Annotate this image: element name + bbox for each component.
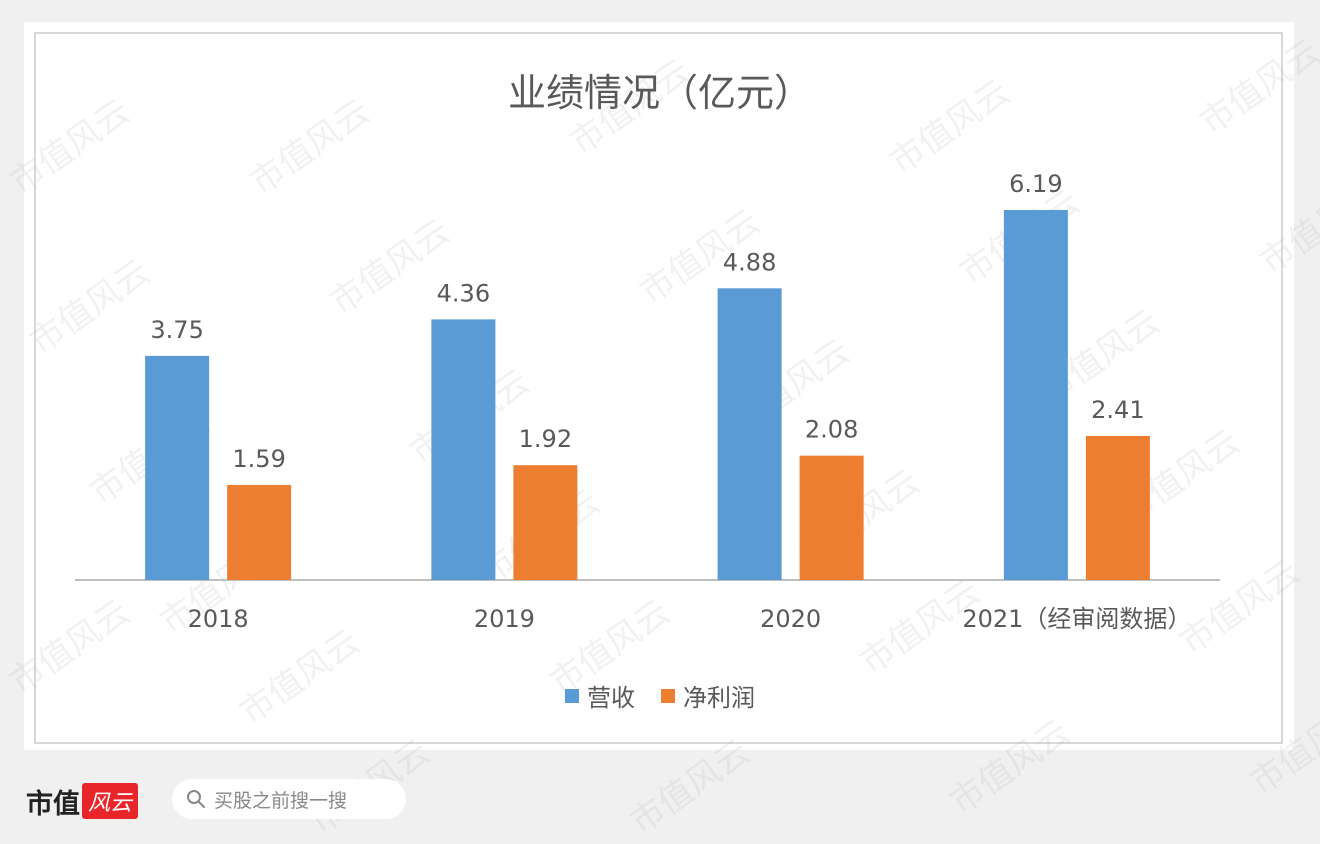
chart-legend: 营收 净利润 (0, 678, 1320, 713)
chart-border (34, 32, 1283, 744)
data-label-profit-2: 2.08 (805, 416, 858, 444)
x-tick-label-1: 2019 (474, 605, 535, 633)
brand-logo-text: 市值 (26, 788, 80, 820)
x-tick-label-0: 2018 (188, 605, 249, 633)
brand-logo-mark: 风云 (82, 783, 139, 819)
legend-item-1: 净利润 (661, 678, 755, 713)
x-tick-label-2: 2020 (760, 605, 821, 633)
data-label-revenue-0: 3.75 (150, 316, 203, 344)
data-label-profit-3: 2.41 (1091, 396, 1144, 424)
bar-revenue-0 (145, 355, 210, 580)
bar-profit-2 (799, 455, 864, 580)
bar-revenue-2 (717, 288, 782, 580)
data-label-revenue-3: 6.19 (1009, 170, 1062, 198)
legend-label-1: 净利润 (683, 684, 755, 712)
bar-profit-1 (513, 465, 578, 580)
legend-swatch-1 (661, 688, 675, 703)
data-label-profit-1: 1.92 (519, 425, 572, 453)
search-placeholder: 买股之前搜一搜 (214, 789, 348, 812)
chart-title: 业绩情况（亿元） (507, 71, 812, 115)
bar-revenue-3 (1003, 210, 1068, 580)
legend-item-0: 营收 (565, 678, 635, 713)
bar-profit-0 (227, 484, 292, 580)
bar-profit-3 (1085, 435, 1150, 580)
data-label-profit-0: 1.59 (232, 445, 285, 473)
brand-logo[interactable]: 市值 风云 (26, 782, 139, 820)
x-tick-label-3: 2021（经审阅数据） (962, 605, 1191, 633)
chart-frame (24, 22, 1294, 750)
data-label-revenue-2: 4.88 (723, 248, 776, 276)
legend-swatch-0 (565, 688, 579, 703)
bar-revenue-1 (431, 319, 496, 580)
search-icon (187, 790, 205, 808)
data-label-revenue-1: 4.36 (437, 279, 490, 307)
search-box[interactable]: 买股之前搜一搜 (172, 779, 406, 819)
legend-label-0: 营收 (587, 684, 635, 712)
